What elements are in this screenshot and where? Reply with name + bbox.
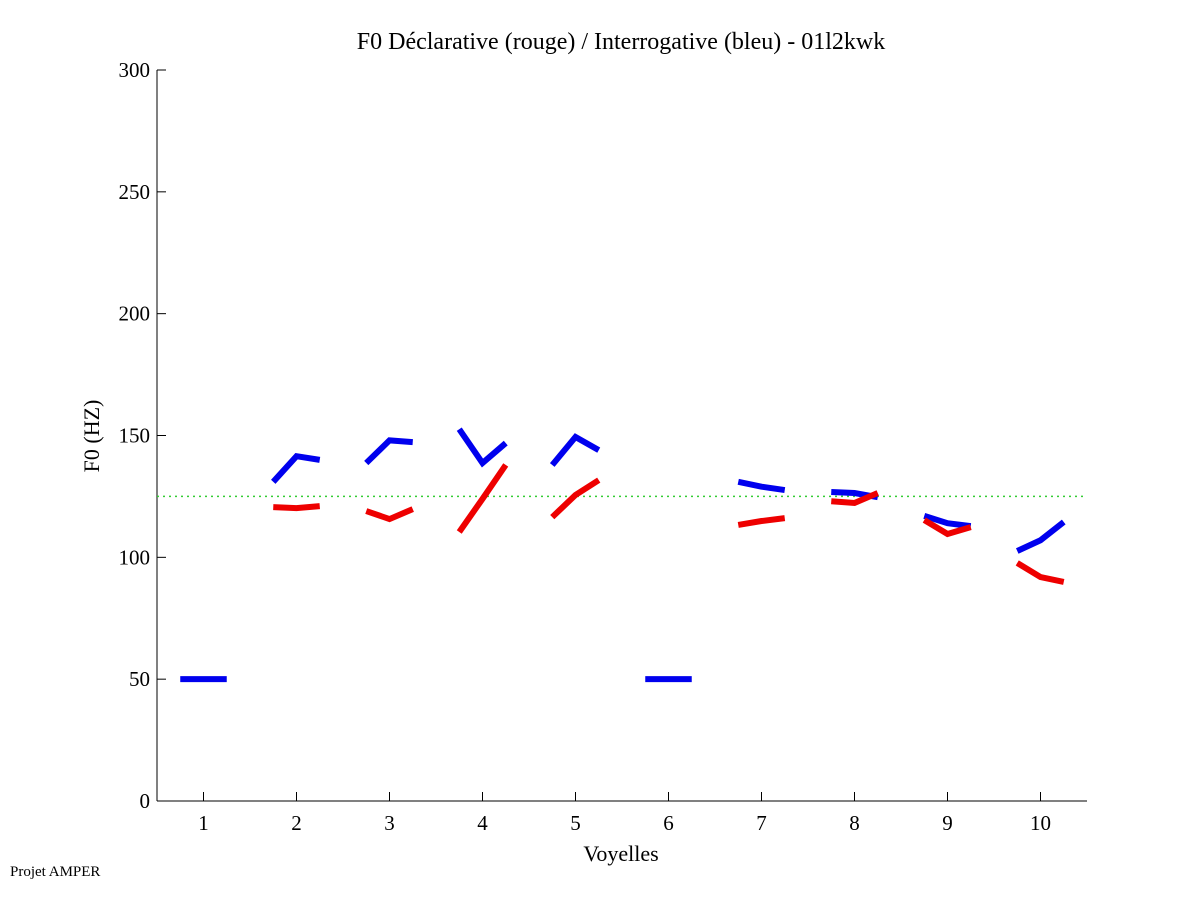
series-segment-declarative-v4 (456, 463, 509, 534)
x-tick-label: 1 (198, 811, 209, 835)
series-segment-interrogative-v3 (364, 437, 413, 466)
x-tick-label: 8 (849, 811, 860, 835)
y-axis-label: F0 (HZ) (79, 400, 104, 473)
series-segment-interrogative-v10 (1015, 519, 1066, 554)
series-segment-interrogative-v9 (923, 513, 972, 530)
y-tick-label: 250 (119, 180, 151, 204)
series-segment-declarative-v2 (273, 503, 321, 512)
x-tick-label: 2 (291, 811, 302, 835)
series-segment-interrogative-v4 (456, 427, 508, 468)
x-tick-label: 6 (663, 811, 674, 835)
x-tick-label: 5 (570, 811, 581, 835)
chart-title: F0 Déclarative (rouge) / Interrogative (… (357, 29, 885, 55)
series-segment-interrogative-v5 (549, 433, 601, 467)
series-segment-interrogative-v2 (271, 452, 321, 484)
x-tick-label: 3 (384, 811, 395, 835)
y-tick-label: 150 (119, 424, 151, 448)
series-segment-declarative-v10 (1015, 560, 1065, 585)
x-tick-label: 10 (1030, 811, 1051, 835)
series-segment-declarative-v3 (365, 506, 414, 523)
y-tick-label: 200 (119, 302, 151, 326)
x-tick-label: 9 (942, 811, 953, 835)
x-axis-label: Voyelles (583, 841, 658, 866)
footer-credit: Projet AMPER (10, 864, 101, 880)
x-tick-label: 7 (756, 811, 767, 835)
y-tick-label: 100 (119, 545, 151, 569)
x-tick-label: 4 (477, 811, 488, 835)
series-segment-declarative-v7 (737, 515, 786, 528)
y-tick-label: 300 (119, 58, 151, 82)
series-segment-declarative-v8 (831, 490, 879, 507)
y-tick-label: 50 (129, 667, 150, 691)
series-segment-interrogative-v7 (737, 478, 786, 494)
series-segment-declarative-v5 (550, 477, 601, 520)
y-tick-label: 0 (140, 789, 151, 813)
series-segment-declarative-v9 (922, 517, 972, 538)
